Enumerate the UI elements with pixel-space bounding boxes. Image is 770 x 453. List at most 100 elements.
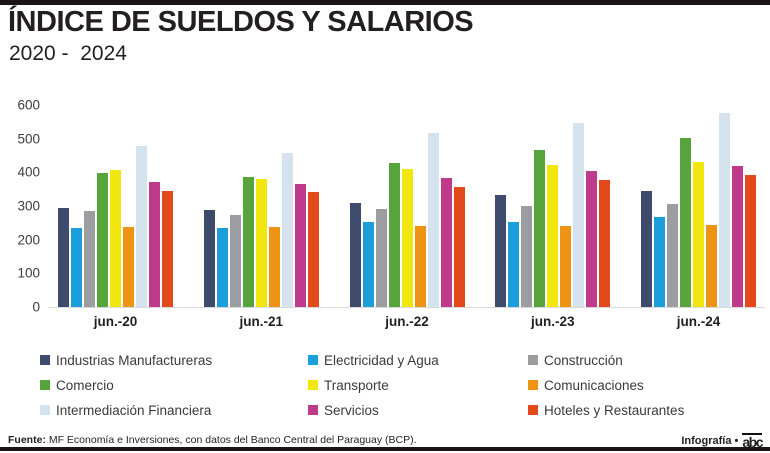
bar	[388, 163, 400, 307]
y-tick-label: 500	[17, 131, 40, 147]
legend-label: Comunicaciones	[544, 377, 644, 393]
bar	[547, 164, 559, 307]
source-label: Fuente:	[8, 434, 46, 446]
y-tick-label: 600	[17, 97, 40, 113]
bar	[58, 208, 69, 307]
bar	[693, 161, 704, 307]
bar	[268, 226, 280, 307]
y-tick-label: 200	[17, 232, 40, 248]
bar	[149, 182, 160, 307]
x-axis-label: jun.-20	[93, 314, 138, 329]
bar	[453, 187, 465, 307]
x-axis-label: jun.-24	[676, 314, 721, 329]
bar	[440, 178, 452, 307]
bar	[362, 222, 374, 307]
bar	[84, 210, 95, 307]
bar	[521, 206, 533, 307]
x-axis-label: jun.-23	[530, 314, 575, 329]
bar	[203, 210, 215, 307]
legend-swatch	[308, 380, 318, 390]
legend-label: Comercio	[56, 377, 114, 393]
bar	[586, 171, 598, 307]
legend-item: Industrias Manufactureras	[40, 352, 308, 368]
legend-label: Electricidad y Agua	[324, 352, 439, 368]
legend-label: Industrias Manufactureras	[56, 352, 213, 368]
bar	[97, 173, 108, 307]
source-note: Fuente: MF Economía e Inversiones, con d…	[8, 434, 417, 446]
bar	[667, 204, 678, 307]
bar	[255, 178, 267, 307]
bar	[719, 113, 730, 307]
legend-label: Servicios	[324, 402, 379, 418]
bar	[495, 194, 507, 307]
bar	[560, 226, 572, 307]
x-axis-label: jun.-21	[239, 314, 283, 329]
bar-group: jun.-22	[349, 105, 465, 329]
bar	[414, 226, 426, 307]
bar	[229, 215, 241, 307]
bar-group: jun.-21	[203, 105, 319, 329]
plot-area: jun.-20 jun.-21 jun.-22 jun.-23 jun.-24	[48, 105, 765, 329]
bottom-rule	[0, 447, 770, 451]
legend-item: Comercio	[40, 377, 308, 393]
legend-item: Construcción	[528, 352, 752, 368]
bar	[641, 190, 652, 307]
legend-swatch	[308, 405, 318, 415]
credit: Infografía • abc	[681, 433, 763, 450]
legend-swatch	[40, 355, 50, 365]
bar	[534, 149, 546, 307]
y-tick-label: 300	[17, 198, 40, 214]
legend-label: Hoteles y Restaurantes	[544, 402, 685, 418]
legend-label: Transporte	[324, 377, 389, 393]
bar	[242, 177, 254, 307]
legend-item: Intermediación Financiera	[40, 402, 308, 418]
legend: Industrias Manufactureras Electricidad y …	[40, 352, 752, 418]
page-subtitle: 2020 - 2024	[9, 42, 127, 65]
legend-item: Comunicaciones	[528, 377, 752, 393]
credit-label: Infografía •	[681, 435, 739, 447]
bar-group: jun.-20	[58, 105, 173, 329]
legend-item: Servicios	[308, 402, 528, 418]
source-text: MF Economía e Inversiones, con datos del…	[45, 434, 417, 446]
bar	[680, 138, 691, 307]
page-title: ÍNDICE DE SUELDOS Y SALARIOS	[8, 6, 474, 38]
bar	[71, 227, 82, 307]
bar	[745, 175, 756, 307]
bar	[732, 165, 743, 307]
bar	[123, 226, 134, 307]
bar	[307, 191, 319, 307]
y-tick-label: 100	[17, 265, 40, 281]
legend-swatch	[528, 380, 538, 390]
legend-label: Construcción	[544, 352, 623, 368]
bar	[281, 152, 293, 307]
bar	[110, 170, 121, 307]
bar-group: jun.-23	[495, 105, 611, 329]
bar	[599, 180, 611, 307]
legend-label: Intermediación Financiera	[56, 402, 212, 418]
y-axis: 600 500 400 300 200 100 0	[0, 98, 40, 315]
legend-swatch	[40, 380, 50, 390]
y-tick-label: 0	[32, 299, 40, 315]
legend-swatch	[308, 355, 318, 365]
legend-item: Transporte	[308, 377, 528, 393]
bar	[216, 227, 228, 307]
bar	[375, 209, 387, 307]
top-rule	[0, 0, 770, 5]
legend-item: Electricidad y Agua	[308, 352, 528, 368]
bar	[654, 217, 665, 307]
bar	[136, 145, 147, 307]
x-axis-label: jun.-22	[385, 314, 429, 329]
abc-logo: abc	[742, 433, 763, 450]
bar-cluster	[349, 105, 465, 307]
bar	[573, 122, 585, 307]
legend-swatch	[528, 405, 538, 415]
bar-cluster	[495, 105, 611, 307]
bar	[162, 191, 173, 307]
y-tick-label: 400	[17, 164, 40, 180]
bar-cluster	[58, 105, 173, 307]
bar	[349, 203, 361, 307]
bar	[706, 224, 717, 307]
bar	[508, 222, 520, 307]
x-axis-line	[48, 307, 765, 308]
bar-group: jun.-24	[641, 105, 756, 329]
